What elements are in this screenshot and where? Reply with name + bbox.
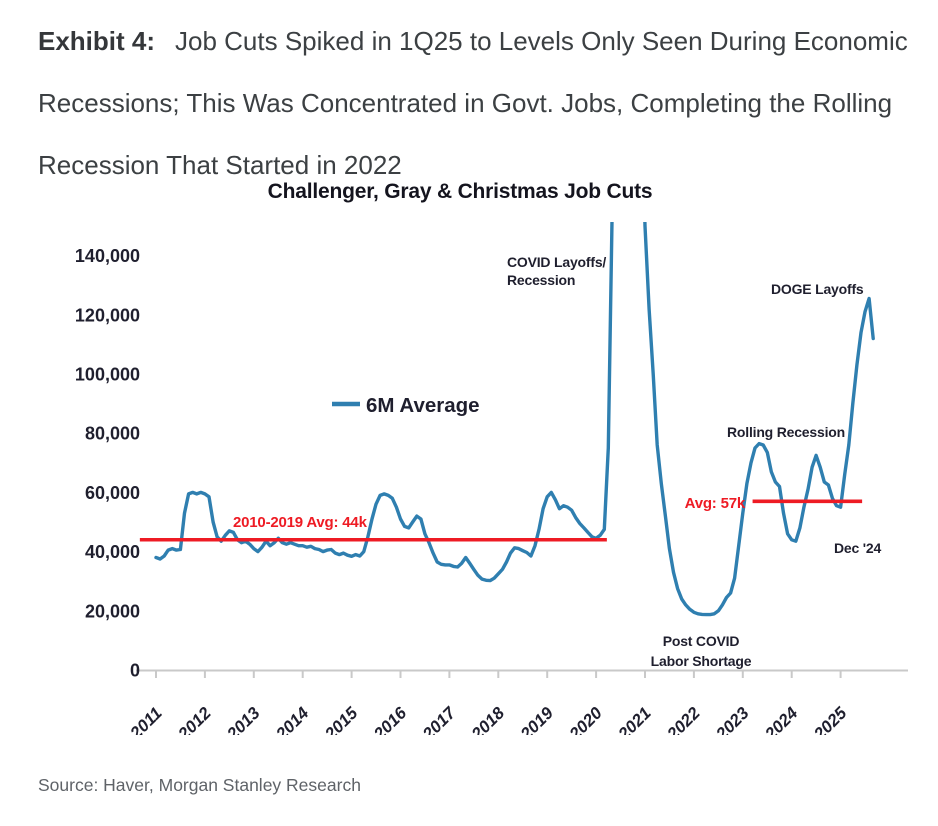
exhibit-title-text: Job Cuts Spiked in 1Q25 to Levels Only S… <box>38 26 908 180</box>
x-axis-label: 2012 <box>174 703 215 735</box>
x-axis-label: 2024 <box>761 703 802 735</box>
x-axis-label: 2011 <box>126 703 166 735</box>
y-axis-label: 60,000 <box>85 483 140 503</box>
x-axis-label: 2020 <box>565 703 606 735</box>
job-cuts-chart: 2011 2012 2013 2014 2015 2016 2017 2018 2019 2020… <box>75 222 908 735</box>
avg-44k-label: 2010-2019 Avg: 44k <box>233 514 368 531</box>
x-axis-label: 2025 <box>810 703 851 735</box>
x-axis-label: 2019 <box>516 703 557 735</box>
annotation-post-covid-line1: Post COVID <box>663 633 740 649</box>
y-axis-label: 120,000 <box>75 305 140 325</box>
exhibit-label: Exhibit 4: <box>38 26 156 56</box>
y-axis-label: 140,000 <box>75 246 140 266</box>
generated-chart: 2011 2012 2013 2014 2015 2016 2017 2018 2019 2020… <box>75 222 908 735</box>
avg-57k-label: Avg: 57k <box>685 495 746 512</box>
x-axis-label: 2014 <box>272 703 313 735</box>
y-axis-label: 40,000 <box>85 542 140 562</box>
annotation-rolling-recession: Rolling Recession <box>727 424 845 440</box>
y-axis-label: 80,000 <box>85 424 140 444</box>
annotation-post-covid-line2: Labor Shortage <box>651 653 752 669</box>
annotation-dec-24: Dec '24 <box>834 540 881 556</box>
annotation-covid-line1: COVID Layoffs/ <box>507 254 606 270</box>
x-axis-label: 2017 <box>418 702 460 735</box>
x-axis-label: 2013 <box>223 703 264 735</box>
annotation-doge-layoffs: DOGE Layoffs <box>771 281 864 297</box>
x-axis-label: 2015 <box>321 703 362 735</box>
x-axis-label: 2018 <box>467 703 508 735</box>
chart-title: Challenger, Gray & Christmas Job Cuts <box>267 180 653 203</box>
x-axis-label: 2023 <box>712 703 753 735</box>
y-axis-label: 20,000 <box>85 601 140 621</box>
x-axis-label: 2022 <box>663 703 704 735</box>
legend-label: 6M Average <box>366 394 480 417</box>
source-text: Source: Haver, Morgan Stanley Research <box>38 775 361 795</box>
annotation-covid-line2: Recession <box>507 272 575 288</box>
x-axis-label: 2021 <box>614 703 655 735</box>
exhibit-title: Exhibit 4: Job Cuts Spiked in 1Q25 to Lev… <box>38 10 924 196</box>
y-axis-label: 0 <box>130 661 140 681</box>
y-axis-label: 100,000 <box>75 365 140 385</box>
x-axis-label: 2016 <box>369 703 410 735</box>
